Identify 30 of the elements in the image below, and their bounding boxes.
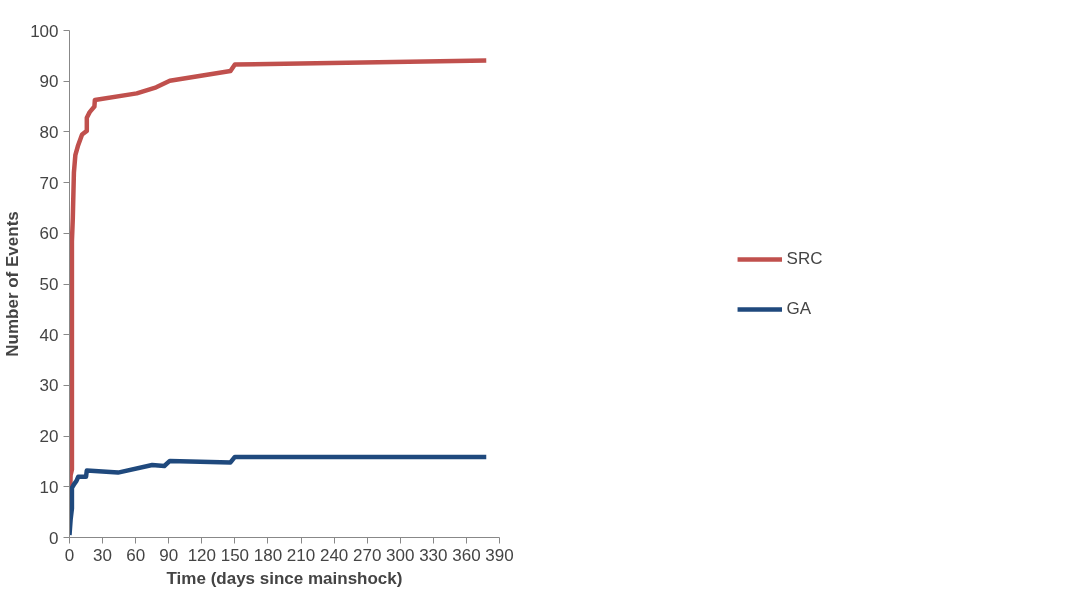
x-tick-label: 300 bbox=[386, 545, 415, 565]
x-tick-label: 60 bbox=[126, 545, 146, 565]
y-tick-label: 50 bbox=[39, 275, 59, 294]
x-tick-label: 240 bbox=[319, 545, 349, 565]
legend-label: SRC bbox=[786, 248, 823, 269]
y-tick-label: 30 bbox=[39, 376, 59, 396]
y-tick-label: 0 bbox=[49, 528, 59, 548]
x-tick-label: 270 bbox=[353, 545, 382, 565]
x-tick-label: 90 bbox=[159, 545, 179, 565]
y-tick-label: 90 bbox=[39, 72, 59, 92]
x-axis-title: Time (days since mainshock) bbox=[166, 568, 403, 588]
x-tick-label: 120 bbox=[187, 545, 216, 565]
y-tick-label: 80 bbox=[39, 122, 59, 142]
x-tick-label: 360 bbox=[452, 545, 481, 565]
x-tick-label: 150 bbox=[220, 545, 250, 565]
y-tick-label: 20 bbox=[39, 427, 59, 447]
x-tick-label: 210 bbox=[286, 545, 316, 565]
x-tick-label: 180 bbox=[253, 545, 283, 565]
x-tick-label: 0 bbox=[64, 545, 75, 565]
x-tick-label: 30 bbox=[93, 545, 113, 565]
x-tick-label: 390 bbox=[485, 545, 514, 565]
y-tick-label: 60 bbox=[39, 224, 59, 244]
y-tick-label: 40 bbox=[39, 325, 59, 345]
y-tick-label: 100 bbox=[30, 21, 59, 41]
line-series bbox=[69, 454, 489, 538]
y-axis-title: Number of Events bbox=[3, 211, 23, 357]
legend-label: GA bbox=[786, 298, 812, 319]
y-tick-label: 10 bbox=[39, 477, 59, 497]
y-tick-label: 70 bbox=[39, 173, 59, 193]
x-tick-label: 330 bbox=[419, 545, 448, 565]
